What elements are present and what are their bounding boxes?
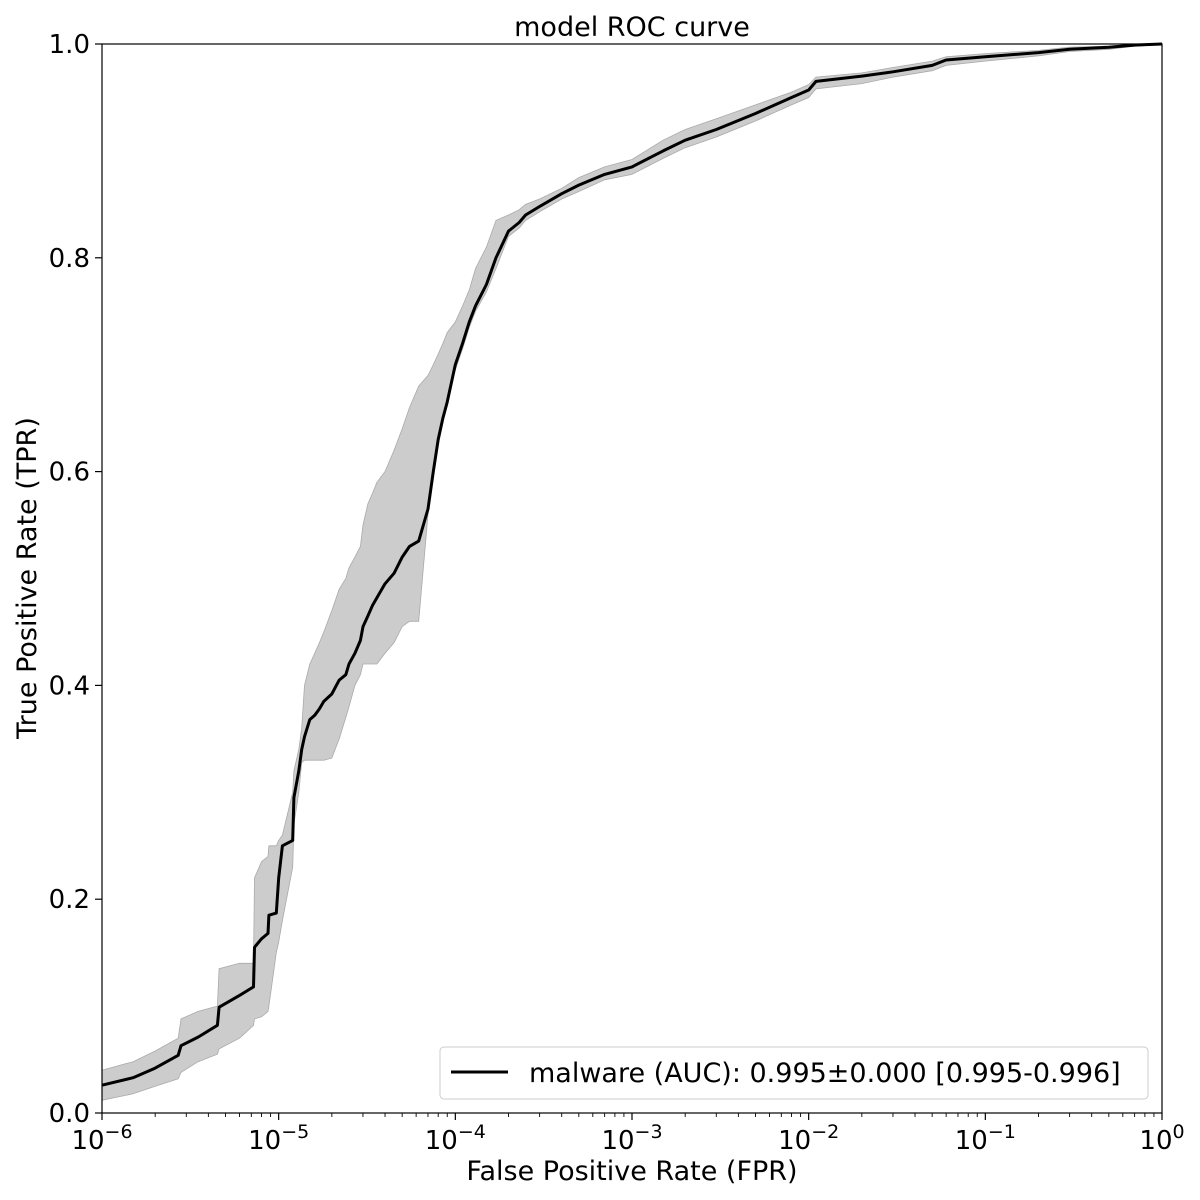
roc-curve-line-0 bbox=[101, 42, 1163, 1087]
x-tick-label: 10−6 bbox=[71, 1121, 132, 1156]
y-tick-label: 0.4 bbox=[49, 671, 90, 701]
legend-box bbox=[439, 1046, 1149, 1100]
y-axis-label: True Positive Rate (TPR) bbox=[12, 417, 43, 740]
y-tick-label: 0.2 bbox=[49, 885, 90, 915]
plot-area bbox=[101, 42, 1163, 1101]
x-tick-label: 10−5 bbox=[248, 1121, 309, 1156]
x-tick-label: 10−4 bbox=[425, 1121, 486, 1156]
x-tick-label: 10−2 bbox=[778, 1121, 839, 1156]
x-tick-label: 10−3 bbox=[601, 1121, 662, 1156]
y-tick-label: 0.6 bbox=[49, 458, 90, 488]
y-axis: 0.0 0.2 0.4 0.6 0.8 1.0 bbox=[49, 30, 102, 1129]
legend: malware (AUC): 0.995±0.000 [0.995-0.996] bbox=[439, 1046, 1149, 1100]
confidence-band-0 bbox=[101, 43, 1163, 1101]
x-tick-label: 100 bbox=[1139, 1121, 1184, 1156]
y-tick-label: 0.8 bbox=[49, 244, 90, 274]
x-tick-label: 10−1 bbox=[955, 1121, 1016, 1156]
legend-label: malware (AUC): 0.995±0.000 [0.995-0.996] bbox=[529, 1058, 1121, 1089]
x-axis: 10−6 10−5 10−4 10−3 10−2 10−1 100 bbox=[71, 1113, 1185, 1156]
y-tick-label: 0.0 bbox=[49, 1099, 90, 1129]
chart-title: model ROC curve bbox=[514, 12, 750, 43]
x-axis-label: False Positive Rate (FPR) bbox=[466, 1156, 797, 1187]
y-tick-label: 1.0 bbox=[49, 30, 90, 60]
